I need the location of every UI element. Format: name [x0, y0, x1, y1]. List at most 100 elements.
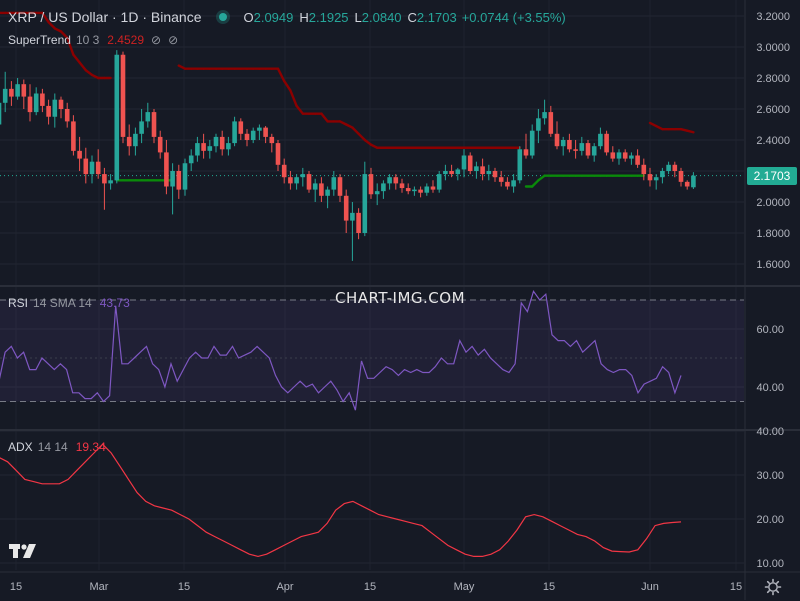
candle-body	[40, 93, 45, 106]
supertrend-segment	[289, 89, 298, 108]
candle-body	[672, 164, 678, 171]
candle-body	[536, 118, 541, 131]
adx-value: 19.34	[75, 440, 106, 454]
candle-body	[133, 133, 138, 147]
price-tick-label: 3.2000	[756, 11, 790, 23]
rsi-band	[0, 299, 744, 402]
candle-body	[232, 121, 237, 144]
candle-body	[405, 188, 411, 192]
candle-body	[604, 133, 609, 153]
rsi-value: 43.73	[99, 296, 130, 310]
supertrend-segment	[283, 79, 292, 92]
candle-body	[325, 189, 330, 196]
supertrend-segment	[47, 21, 56, 30]
candle-body	[300, 174, 306, 178]
candle-body	[33, 93, 39, 113]
candle-body	[399, 183, 405, 189]
high-value: 2.1925	[308, 9, 349, 25]
rsi-series	[0, 289, 682, 411]
candle-body	[331, 177, 337, 190]
eye-off-icon[interactable]: ⊘	[168, 33, 179, 47]
candle-body	[455, 169, 461, 175]
supertrend-segment	[531, 179, 540, 188]
candle-body	[691, 175, 696, 188]
candle-body	[269, 136, 275, 144]
supertrend-segment	[320, 112, 329, 123]
candle-body	[486, 171, 492, 175]
time-tick-label: 15	[543, 581, 555, 593]
candle-body	[660, 171, 665, 178]
candle-body	[381, 183, 386, 192]
adx-legend[interactable]: ADX 14 14 19.34	[8, 439, 106, 455]
candle-body	[548, 112, 554, 134]
candle-body	[368, 174, 374, 195]
adx-series	[0, 443, 682, 558]
rsi-line	[0, 289, 682, 411]
candle-body	[120, 54, 126, 137]
change-value: +0.0744 (+3.55%)	[461, 9, 566, 25]
supertrend-segment	[276, 67, 286, 83]
candle-body	[666, 164, 671, 171]
candle-body	[598, 133, 603, 147]
candle-body	[170, 171, 175, 187]
price-tick-label: 2.4000	[756, 135, 790, 147]
candle-body	[511, 180, 516, 187]
symbol-title[interactable]: XRP / US Dollar · 1D · Binance	[8, 9, 202, 25]
supertrend-name: SuperTrend	[8, 33, 71, 47]
close-label: C	[407, 9, 417, 25]
candle-body	[573, 149, 578, 151]
candle-body	[629, 155, 634, 159]
supertrend-legend[interactable]: SuperTrend 10 3 2.4529 ⊘ ⊘	[8, 32, 178, 48]
low-value: 2.0840	[361, 9, 402, 25]
rsi-params: 14 SMA 14	[33, 296, 92, 310]
candle-body	[294, 177, 299, 184]
supertrend-segment	[65, 36, 75, 56]
price-tick-label: 2.6000	[756, 104, 790, 116]
candle-body	[64, 109, 70, 122]
candle-body	[188, 155, 194, 164]
candle-body	[591, 146, 597, 156]
candle-body	[46, 105, 51, 117]
candle-body	[393, 177, 399, 184]
time-tick-label: May	[454, 581, 475, 593]
eye-off-icon[interactable]: ⊘	[151, 33, 162, 47]
low-label: L	[354, 9, 362, 25]
candle-body	[89, 161, 95, 175]
candle-body	[467, 155, 473, 171]
candle-body	[9, 88, 14, 97]
supertrend-value: 2.4529	[107, 33, 144, 47]
candle-body	[567, 140, 572, 150]
candle-body	[2, 88, 8, 103]
candle-body	[219, 136, 225, 150]
candle-body	[585, 143, 591, 156]
adx-tick-label: 30.00	[756, 470, 784, 482]
rsi-legend[interactable]: RSI 14 SMA 14 43.73	[8, 295, 130, 311]
candle-body	[523, 149, 529, 156]
candle-body	[387, 177, 392, 184]
price-tick-label: 1.6000	[756, 259, 790, 271]
candle-body	[635, 155, 640, 165]
price-tick-label: 3.0000	[756, 42, 790, 54]
candle-body	[418, 189, 423, 193]
candle-body	[257, 127, 262, 131]
settings-gear-icon[interactable]	[764, 578, 782, 596]
candle-body	[641, 164, 647, 175]
candle-body	[412, 189, 417, 192]
candle-body	[182, 163, 188, 190]
candle-body	[176, 171, 182, 190]
candle-body	[498, 177, 504, 182]
open-label: O	[243, 9, 254, 25]
candle-body	[244, 133, 250, 140]
candle-body	[195, 143, 200, 156]
time-axis[interactable]: 15 Mar 15 Apr 15 May 15 Jun 15	[10, 581, 742, 593]
candle-body	[579, 143, 585, 151]
time-tick-label: 15	[730, 581, 742, 593]
candle-body	[108, 180, 113, 184]
candle-body	[213, 136, 219, 147]
tradingview-logo-icon[interactable]	[8, 538, 40, 564]
time-tick-label: 15	[178, 581, 190, 593]
candle-body	[474, 166, 479, 171]
market-status-icon[interactable]	[219, 13, 228, 21]
